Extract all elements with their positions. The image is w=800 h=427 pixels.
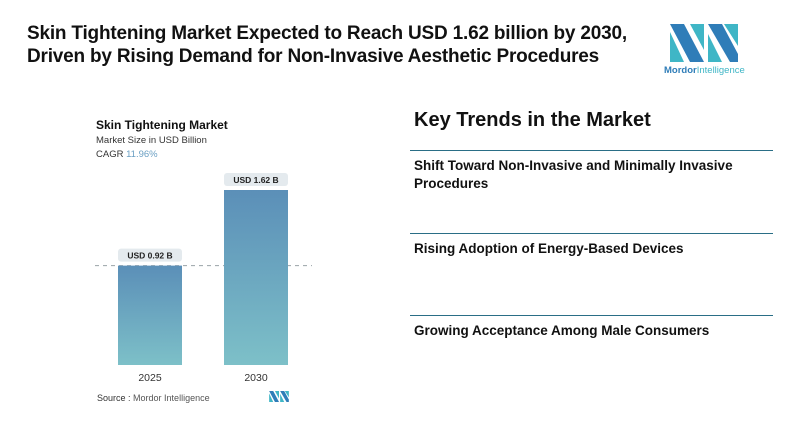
bar-2030 bbox=[224, 190, 288, 365]
trend-item: Growing Acceptance Among Male Consumers bbox=[414, 323, 710, 338]
x-tick-label: 2030 bbox=[244, 372, 268, 384]
cagr-value: 11.96% bbox=[126, 149, 158, 160]
chart-cagr: CAGR 11.96% bbox=[96, 149, 158, 160]
trend-divider bbox=[410, 233, 773, 234]
source-value: Mordor Intelligence bbox=[133, 393, 210, 403]
headline-line-1: Skin Tightening Market Expected to Reach… bbox=[27, 23, 627, 44]
x-tick-label: 2025 bbox=[138, 372, 162, 384]
data-label: USD 1.62 B bbox=[233, 175, 278, 185]
mordor-intelligence-logo: MordorIntelligence bbox=[664, 24, 754, 80]
key-trends-title: Key Trends in the Market bbox=[414, 109, 651, 131]
data-label: USD 0.92 B bbox=[127, 251, 172, 261]
trend-item: Shift Toward Non-Invasive and Minimally … bbox=[414, 158, 733, 191]
chart-source: Source : Mordor Intelligence bbox=[97, 393, 210, 403]
headline: Skin Tightening Market Expected to Reach… bbox=[27, 22, 647, 68]
source-logo-icon bbox=[269, 391, 289, 402]
bar-2025 bbox=[118, 265, 182, 365]
logo-wordmark: MordorIntelligence bbox=[664, 65, 745, 76]
data-label-bg bbox=[224, 173, 288, 186]
trend-divider bbox=[410, 150, 773, 151]
source-label: Source : bbox=[97, 393, 131, 403]
data-label-bg bbox=[118, 248, 182, 262]
cagr-label: CAGR bbox=[96, 149, 124, 160]
mi-logo-icon bbox=[670, 24, 738, 62]
headline-line-2: Driven by Rising Demand for Non-Invasive… bbox=[27, 46, 600, 67]
chart-subtitle: Market Size in USD Billion bbox=[96, 135, 207, 146]
trend-item: Rising Adoption of Energy-Based Devices bbox=[414, 241, 684, 256]
trend-divider bbox=[410, 315, 773, 316]
chart-title: Skin Tightening Market bbox=[96, 118, 228, 132]
